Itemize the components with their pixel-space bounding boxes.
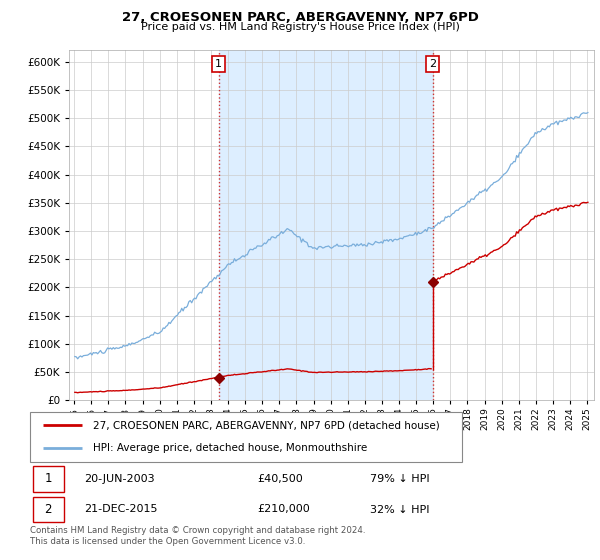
FancyBboxPatch shape bbox=[33, 497, 64, 522]
Text: 32% ↓ HPI: 32% ↓ HPI bbox=[370, 505, 430, 515]
Text: Contains HM Land Registry data © Crown copyright and database right 2024.
This d: Contains HM Land Registry data © Crown c… bbox=[30, 526, 365, 546]
FancyBboxPatch shape bbox=[33, 466, 64, 492]
Text: HPI: Average price, detached house, Monmouthshire: HPI: Average price, detached house, Monm… bbox=[92, 444, 367, 454]
Text: £40,500: £40,500 bbox=[257, 474, 302, 484]
Text: 79% ↓ HPI: 79% ↓ HPI bbox=[370, 474, 430, 484]
Text: 20-JUN-2003: 20-JUN-2003 bbox=[84, 474, 155, 484]
Text: 1: 1 bbox=[215, 59, 222, 69]
Text: Price paid vs. HM Land Registry's House Price Index (HPI): Price paid vs. HM Land Registry's House … bbox=[140, 22, 460, 32]
Text: 21-DEC-2015: 21-DEC-2015 bbox=[84, 505, 157, 515]
Text: 1: 1 bbox=[44, 473, 52, 486]
Text: 27, CROESONEN PARC, ABERGAVENNY, NP7 6PD (detached house): 27, CROESONEN PARC, ABERGAVENNY, NP7 6PD… bbox=[92, 420, 439, 430]
Text: 2: 2 bbox=[429, 59, 436, 69]
Text: 27, CROESONEN PARC, ABERGAVENNY, NP7 6PD: 27, CROESONEN PARC, ABERGAVENNY, NP7 6PD bbox=[122, 11, 478, 24]
Text: 2: 2 bbox=[44, 503, 52, 516]
Bar bbox=[219, 50, 433, 400]
Text: £210,000: £210,000 bbox=[257, 505, 310, 515]
FancyBboxPatch shape bbox=[30, 412, 462, 462]
